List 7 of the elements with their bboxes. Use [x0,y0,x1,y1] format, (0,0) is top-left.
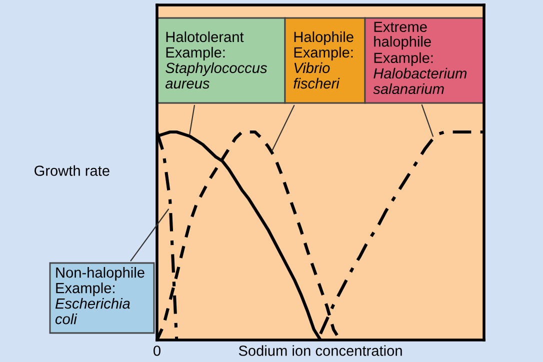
text: Halotolerant Example: Staphylococcus aureus [166,31,268,89]
x-axis-title: Sodium ion concentration [238,345,402,356]
text: Extreme halophile Example: Halobacterium salanarium [373,22,467,94]
y-axis-title: Growth rate [34,165,110,176]
text: Halophile Example: Vibrio fischeri [294,31,354,89]
text: 0 [154,346,160,356]
text: Non-halophile Example: Escherichia coli [55,267,144,324]
